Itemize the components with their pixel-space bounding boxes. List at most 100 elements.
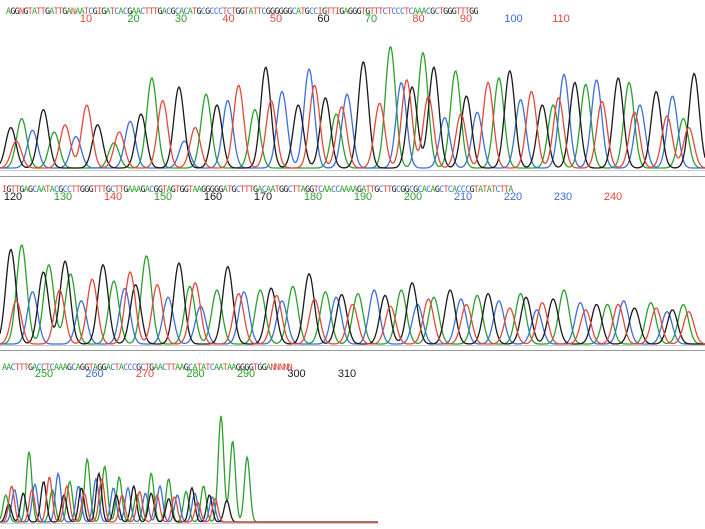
position-tick-label: 50 bbox=[269, 13, 283, 25]
base-call: G bbox=[127, 6, 132, 16]
base-call: A bbox=[187, 6, 193, 16]
base-call: T bbox=[114, 362, 120, 372]
base-call: C bbox=[36, 362, 42, 372]
position-tick-label: 230 bbox=[553, 191, 573, 203]
base-call: C bbox=[408, 6, 414, 16]
base-call: A bbox=[266, 184, 271, 194]
base-call: C bbox=[123, 362, 128, 372]
base-call: G bbox=[404, 184, 410, 194]
base-call: T bbox=[144, 6, 150, 16]
base-call: T bbox=[387, 184, 392, 194]
base-call: T bbox=[499, 184, 505, 194]
base-call: G bbox=[105, 184, 111, 194]
position-tick-label: 300 bbox=[287, 368, 306, 380]
base-call: C bbox=[149, 184, 154, 194]
base-call: G bbox=[157, 184, 163, 194]
position-ticks-2: 120 130 140 150 160 170 180 190 200 210 220 230 240 bbox=[0, 191, 705, 205]
base-call: C bbox=[465, 184, 470, 194]
base-call: A bbox=[2, 362, 7, 372]
base-call: C bbox=[235, 184, 241, 194]
base-call: T bbox=[296, 184, 301, 194]
base-call: C bbox=[395, 184, 401, 194]
base-call: T bbox=[482, 184, 487, 194]
base-call: C bbox=[32, 184, 37, 194]
base-call: C bbox=[395, 6, 401, 16]
base-call: T bbox=[274, 184, 280, 194]
base-call: G bbox=[97, 362, 102, 372]
base-call: T bbox=[101, 184, 107, 194]
base-call: G bbox=[339, 6, 344, 16]
base-call: I bbox=[2, 184, 7, 194]
trace-C bbox=[0, 287, 705, 345]
base-call: C bbox=[261, 6, 266, 16]
base-call: A bbox=[257, 184, 262, 194]
base-call: A bbox=[166, 184, 171, 194]
base-call: A bbox=[486, 184, 492, 194]
base-call: A bbox=[322, 184, 327, 194]
base-call: G bbox=[149, 362, 154, 372]
base-call: G bbox=[265, 6, 271, 16]
base-call: T bbox=[404, 6, 409, 16]
base-call: G bbox=[443, 6, 448, 16]
base-call: N bbox=[287, 362, 293, 372]
base-call: A bbox=[348, 184, 353, 194]
base-call: A bbox=[192, 184, 197, 194]
base-call: A bbox=[218, 362, 223, 372]
base-call: A bbox=[118, 362, 124, 372]
base-call: C bbox=[183, 6, 188, 16]
base-call: G bbox=[469, 184, 474, 194]
base-call: C bbox=[110, 362, 115, 372]
base-call: A bbox=[75, 6, 80, 16]
position-tick-label: 270 bbox=[135, 368, 155, 380]
base-call: C bbox=[408, 184, 414, 194]
position-tick-label: 20 bbox=[127, 13, 140, 25]
base-call: G bbox=[179, 184, 184, 194]
base-call: C bbox=[71, 362, 76, 372]
base-call: C bbox=[226, 6, 232, 16]
base-call: C bbox=[10, 362, 16, 372]
base-call: T bbox=[257, 6, 262, 16]
position-tick-label: 200 bbox=[403, 191, 423, 203]
base-call: G bbox=[274, 6, 279, 16]
base-call: T bbox=[192, 6, 197, 16]
base-call: G bbox=[279, 184, 284, 194]
base-call: G bbox=[170, 184, 176, 194]
base-call: C bbox=[460, 184, 466, 194]
base-call: G bbox=[205, 184, 210, 194]
base-call: G bbox=[231, 184, 236, 194]
base-call: T bbox=[10, 184, 16, 194]
base-call: A bbox=[135, 6, 141, 16]
base-call: G bbox=[235, 362, 241, 372]
base-call: C bbox=[317, 184, 323, 194]
base-call: G bbox=[6, 184, 11, 194]
position-tick-label: 290 bbox=[236, 368, 256, 380]
base-call: C bbox=[131, 362, 137, 372]
base-call: G bbox=[23, 6, 28, 16]
base-call: A bbox=[248, 6, 253, 16]
base-call: A bbox=[430, 184, 435, 194]
trace-G bbox=[0, 60, 705, 169]
base-call: A bbox=[23, 184, 29, 194]
base-call: T bbox=[438, 6, 444, 16]
base-call: T bbox=[170, 362, 176, 372]
trace-T bbox=[0, 78, 705, 169]
base-call: T bbox=[300, 6, 305, 16]
base-call: A bbox=[127, 184, 133, 194]
base-call: G bbox=[248, 362, 254, 372]
baseline-divider-2 bbox=[0, 345, 705, 346]
base-call: A bbox=[231, 362, 236, 372]
base-call: T bbox=[378, 6, 383, 16]
base-call: G bbox=[473, 6, 478, 16]
position-tick-label: 250 bbox=[34, 368, 54, 380]
base-call: C bbox=[218, 6, 223, 16]
base-call: A bbox=[157, 362, 163, 372]
base-call: T bbox=[23, 362, 29, 372]
base-call: G bbox=[434, 184, 440, 194]
base-call: G bbox=[140, 184, 146, 194]
position-tick-label: 140 bbox=[103, 191, 123, 203]
position-tick-label: 310 bbox=[337, 368, 357, 380]
base-call: A bbox=[49, 6, 54, 16]
base-call: C bbox=[308, 6, 314, 16]
base-call: C bbox=[114, 6, 119, 16]
base-call: C bbox=[313, 6, 318, 16]
